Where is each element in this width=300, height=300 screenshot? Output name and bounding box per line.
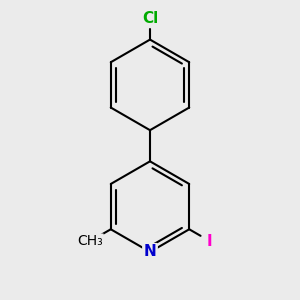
Text: Cl: Cl xyxy=(142,11,158,26)
Text: I: I xyxy=(207,234,213,249)
Text: N: N xyxy=(144,244,156,260)
Text: CH₃: CH₃ xyxy=(77,234,103,248)
